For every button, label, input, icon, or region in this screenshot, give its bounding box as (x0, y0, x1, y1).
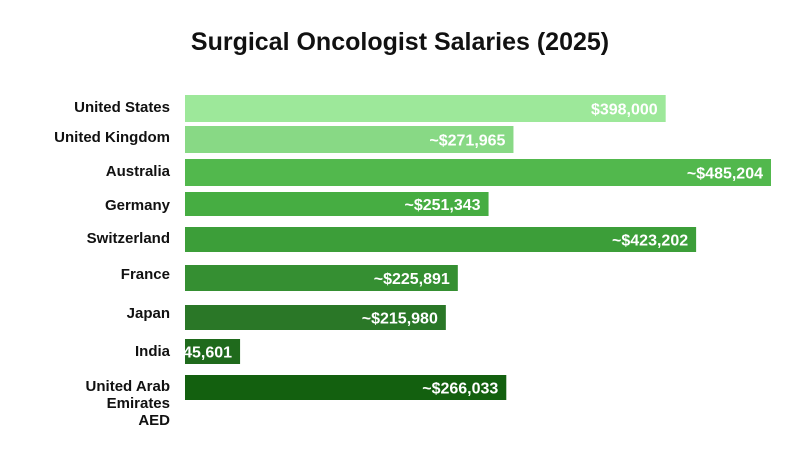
bar (185, 95, 666, 122)
bar (185, 227, 697, 252)
bar-value-label: ~$215,980 (362, 311, 438, 328)
bar-value-label: ~$485,204 (687, 166, 763, 183)
bar (185, 126, 514, 153)
bar (185, 375, 507, 400)
category-label: Switzerland (87, 230, 170, 247)
category-label: India (135, 343, 171, 360)
category-label: United Arab (86, 378, 170, 395)
category-label: United Kingdom (54, 129, 170, 146)
bar-value-label: ~$423,202 (612, 233, 688, 250)
category-label: Emirates (107, 395, 170, 412)
category-label: Japan (127, 305, 170, 322)
bar (185, 305, 446, 330)
bar (185, 192, 489, 216)
chart-title: Surgical Oncologist Salaries (2025) (190, 28, 610, 56)
bar-value-label: $398,000 (591, 102, 658, 119)
category-label: France (121, 266, 170, 283)
category-label: United States (74, 99, 170, 116)
bar-value-label: ~$271,965 (429, 133, 505, 150)
bar-value-label: ~$266,033 (422, 381, 498, 398)
category-label: Germany (105, 197, 171, 214)
bar (185, 265, 458, 291)
bar-value-label: ~$251,343 (404, 197, 480, 214)
bar-value-label: ~$225,891 (374, 271, 450, 288)
bar (185, 339, 241, 364)
category-label: Australia (106, 163, 171, 180)
bar (185, 159, 771, 186)
category-label: AED (138, 412, 170, 429)
bar-value-label: ~$45,601 (165, 345, 232, 362)
